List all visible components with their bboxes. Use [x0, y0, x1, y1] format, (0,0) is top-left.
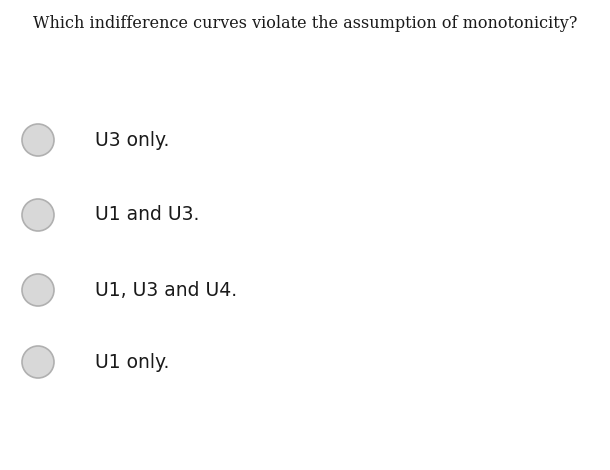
Circle shape [22, 199, 54, 231]
Circle shape [22, 346, 54, 378]
Text: U1 and U3.: U1 and U3. [95, 205, 199, 225]
Text: U3 only.: U3 only. [95, 131, 170, 149]
Text: Which indifference curves violate the assumption of monotonicity?: Which indifference curves violate the as… [33, 15, 577, 32]
Text: U1, U3 and U4.: U1, U3 and U4. [95, 281, 237, 299]
Circle shape [22, 124, 54, 156]
Text: U1 only.: U1 only. [95, 352, 170, 371]
Circle shape [22, 274, 54, 306]
